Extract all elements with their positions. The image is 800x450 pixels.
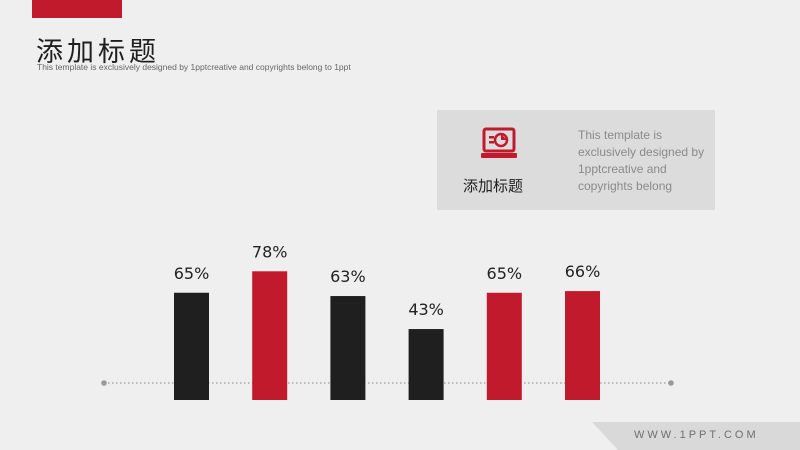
chart-bar [174,292,209,400]
bar-value-label: 78% [252,242,288,261]
bar-value-label: 63% [330,267,366,286]
bar-value-label: 66% [565,262,601,281]
chart-bar [408,329,444,400]
chart-bar [486,292,522,400]
info-card: 添加标题 This template is exclusively design… [437,110,715,210]
page-title: 添加标题 [36,37,160,68]
page-subtitle: This template is exclusively designed by… [37,62,351,72]
card-text: This template is exclusively designed by… [578,128,705,193]
laptop-chart-icon [481,127,517,158]
card-title: 添加标题 [463,177,524,195]
accent-bar [32,0,122,18]
bar-value-label: 65% [487,264,523,283]
bar-value-label: 65% [174,264,210,283]
baseline-end-dot [668,380,674,386]
bar-value-label: 43% [408,300,444,319]
baseline-start-dot [101,380,107,386]
chart-bar [565,291,600,400]
chart-bar [252,271,288,400]
chart-bar [330,296,366,400]
footer-url: WWW.1PPT.COM [634,429,759,441]
